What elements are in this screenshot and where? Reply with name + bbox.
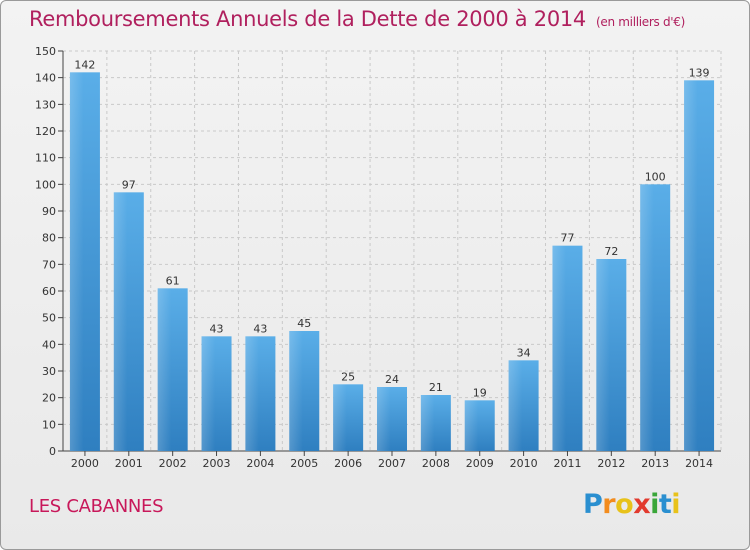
y-tick-label: 140	[35, 72, 56, 85]
bar-highlight	[508, 360, 523, 451]
x-tick-label: 2005	[290, 457, 318, 470]
y-tick-label: 70	[42, 258, 56, 271]
bar-highlight	[596, 259, 610, 451]
logo-letter: i	[650, 489, 659, 520]
data-label: 72	[604, 245, 618, 258]
proxiti-logo: Proxiti	[583, 489, 681, 520]
x-tick-label: 2012	[597, 457, 625, 470]
logo-letter: r	[602, 489, 616, 520]
x-tick-label: 2013	[641, 457, 669, 470]
y-tick-label: 120	[35, 125, 56, 138]
data-label: 25	[341, 370, 355, 383]
bar-highlight	[69, 72, 84, 451]
data-label: 19	[473, 386, 487, 399]
data-label: 139	[689, 66, 710, 79]
logo-letter: o	[615, 489, 634, 520]
data-label: 97	[122, 178, 136, 191]
x-tick-label: 2007	[378, 457, 406, 470]
bar-highlight	[333, 384, 347, 451]
bar-highlight	[684, 80, 698, 451]
y-tick-label: 20	[42, 392, 56, 405]
title-text: Remboursements Annuels de la Dette de 20…	[29, 7, 586, 31]
x-tick-label: 2006	[334, 457, 362, 470]
x-tick-label: 2003	[203, 457, 231, 470]
x-tick-label: 2014	[685, 457, 713, 470]
y-tick-label: 110	[35, 152, 56, 165]
bar-highlight	[420, 395, 435, 451]
bar-highlight	[289, 331, 303, 451]
bar-highlight	[552, 245, 566, 451]
x-tick-label: 2011	[553, 457, 581, 470]
x-tick-label: 2010	[510, 457, 538, 470]
x-tick-label: 2000	[71, 457, 99, 470]
x-tick-label: 2009	[466, 457, 494, 470]
logo-letter: i	[671, 489, 681, 520]
logo-letter: t	[658, 489, 672, 520]
data-label: 24	[385, 373, 399, 386]
bar-highlight	[201, 336, 216, 451]
y-tick-label: 90	[42, 205, 56, 218]
y-tick-label: 0	[49, 445, 56, 458]
bar-highlight	[157, 288, 172, 451]
y-tick-label: 60	[42, 285, 56, 298]
data-label: 43	[253, 322, 267, 335]
y-tick-label: 100	[35, 178, 56, 191]
y-tick-label: 50	[42, 312, 56, 325]
data-label: 77	[560, 232, 574, 245]
bars	[69, 72, 715, 452]
x-tick-label: 2002	[159, 457, 187, 470]
x-tick-label: 2001	[115, 457, 143, 470]
bar-highlight	[464, 400, 479, 451]
data-label: 142	[74, 58, 95, 71]
place-name: LES CABANNES	[29, 496, 164, 517]
y-tick-label: 150	[35, 45, 56, 58]
bar-highlight	[377, 387, 391, 451]
data-label: 21	[429, 381, 443, 394]
bar-highlight	[245, 336, 259, 451]
x-tick-label: 2008	[422, 457, 450, 470]
bar-highlight	[113, 192, 128, 452]
chart-title: Remboursements Annuels de la Dette de 20…	[29, 7, 685, 31]
data-label: 45	[297, 317, 311, 330]
logo-letter: P	[583, 489, 603, 520]
bar-highlight	[640, 184, 654, 452]
data-label: 100	[645, 170, 666, 183]
data-label: 61	[166, 274, 180, 287]
y-tick-label: 30	[42, 365, 56, 378]
y-tick-label: 80	[42, 232, 56, 245]
data-labels: 142 97 61 43 43 45 25 24 21 19 34 77 72 100 139	[74, 58, 709, 399]
x-tick-label: 2004	[246, 457, 274, 470]
logo-letter: x	[633, 489, 651, 520]
y-tick-label: 130	[35, 98, 56, 111]
data-label: 34	[517, 346, 531, 359]
data-label: 43	[210, 322, 224, 335]
title-unit: (en milliers d'€)	[596, 15, 686, 29]
y-tick-label: 40	[42, 338, 56, 351]
y-tick-label: 10	[42, 418, 56, 431]
